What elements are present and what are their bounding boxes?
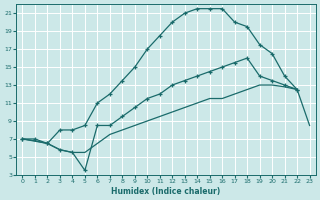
X-axis label: Humidex (Indice chaleur): Humidex (Indice chaleur) [111,187,221,196]
